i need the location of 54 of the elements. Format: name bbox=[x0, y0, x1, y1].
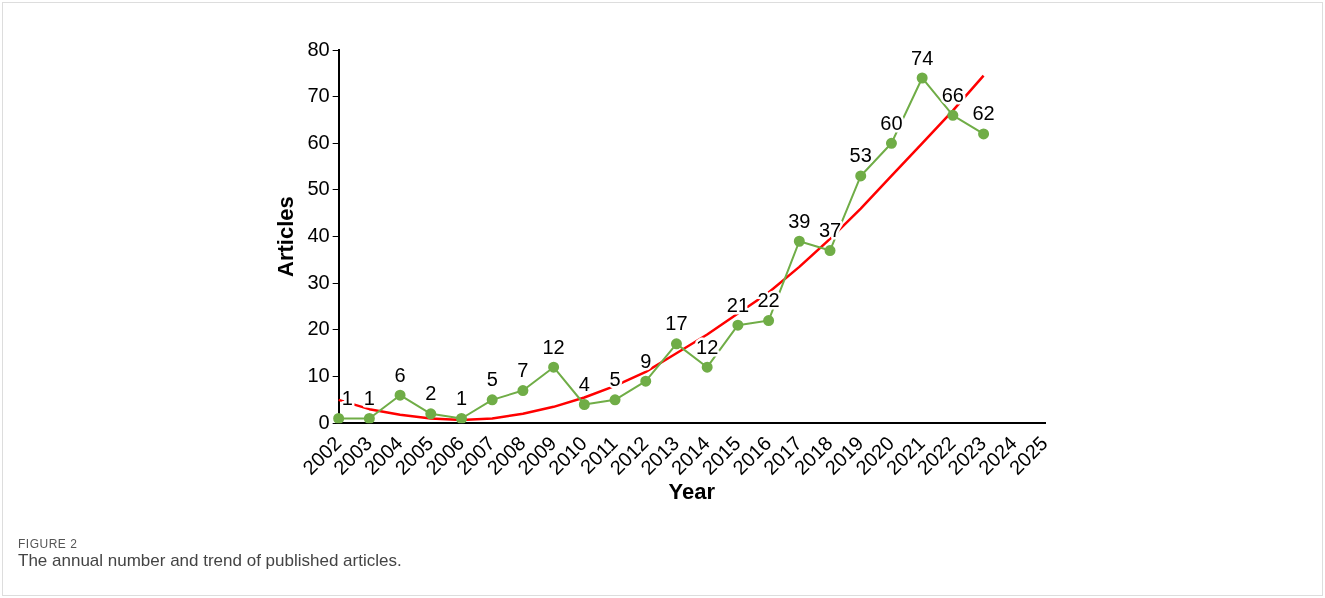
text: The annual number and trend of published articles. bbox=[18, 551, 402, 571]
point bbox=[855, 170, 867, 182]
point bbox=[517, 385, 529, 397]
point bbox=[824, 245, 836, 257]
point bbox=[548, 361, 560, 373]
point bbox=[363, 413, 375, 424]
caption: FIGURE 2 bbox=[18, 537, 78, 551]
y-tick-label: 0 bbox=[318, 410, 330, 433]
point bbox=[425, 408, 437, 420]
data-label: 6 bbox=[394, 363, 406, 386]
point bbox=[701, 361, 713, 373]
point bbox=[947, 109, 959, 121]
y-tick-label: 80 bbox=[307, 37, 330, 60]
data-label: 5 bbox=[486, 368, 498, 391]
data-label: 1 bbox=[363, 387, 375, 410]
data-label: 5 bbox=[609, 368, 621, 391]
point bbox=[916, 72, 928, 84]
data-label: 2 bbox=[425, 382, 437, 405]
point bbox=[609, 394, 621, 406]
data-label: 9 bbox=[640, 349, 652, 372]
point bbox=[978, 128, 990, 140]
y-tick-label: 30 bbox=[307, 270, 330, 293]
data-label: 17 bbox=[665, 312, 688, 335]
y-tick-label: 50 bbox=[307, 177, 330, 200]
point bbox=[670, 338, 682, 350]
data-label: 66 bbox=[941, 83, 964, 106]
data-label: 21 bbox=[726, 293, 750, 316]
data-label: 60 bbox=[880, 111, 903, 134]
data-label: 62 bbox=[972, 102, 995, 125]
point bbox=[394, 389, 406, 401]
data-label: 53 bbox=[849, 144, 872, 167]
point bbox=[885, 137, 897, 149]
point bbox=[793, 235, 805, 247]
y-tick-label: 20 bbox=[307, 317, 330, 340]
point bbox=[455, 413, 467, 424]
data-label: 74 bbox=[911, 46, 934, 69]
point bbox=[333, 413, 345, 424]
point bbox=[486, 394, 498, 406]
data-label: 4 bbox=[578, 373, 590, 396]
y-tick-label: 40 bbox=[307, 224, 330, 247]
data-label: 1 bbox=[455, 387, 468, 410]
x-axis-title: Year bbox=[668, 478, 716, 504]
point bbox=[732, 319, 744, 331]
data-label: 12 bbox=[542, 335, 565, 358]
point bbox=[640, 375, 652, 387]
data-label: 12 bbox=[696, 335, 719, 358]
y-tick-label: 60 bbox=[307, 130, 330, 153]
data-label: 39 bbox=[788, 209, 811, 232]
point bbox=[763, 315, 775, 327]
data-label: 7 bbox=[517, 359, 529, 382]
y-tick-label: 10 bbox=[307, 364, 330, 387]
y-axis-title: Articles bbox=[273, 196, 299, 277]
y-tick-label: 70 bbox=[307, 84, 330, 107]
point bbox=[578, 399, 590, 411]
